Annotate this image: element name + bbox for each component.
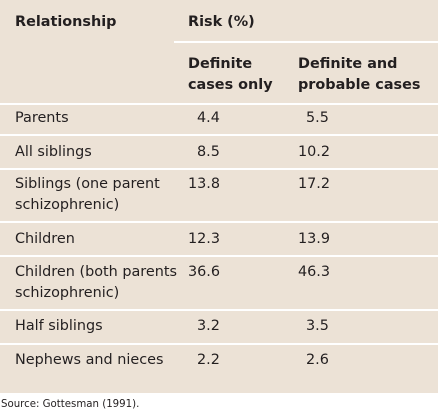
row-divider (0, 309, 438, 311)
header-divider-partial (174, 41, 438, 43)
header-definite: Definite cases only (188, 56, 273, 93)
row-probable-value: 13.9 (298, 231, 331, 247)
row-definite-value: 3.2 (197, 318, 220, 334)
row-divider (0, 221, 438, 223)
header-relationship: Relationship (15, 14, 117, 30)
row-probable-value: 5.5 (306, 110, 329, 126)
row-probable-value: 2.6 (306, 352, 329, 368)
row-definite-value: 4.4 (197, 110, 220, 126)
row-relationship: Half siblings (15, 318, 103, 334)
row-divider (0, 255, 438, 257)
header-probable: Definite and probable cases (298, 56, 421, 93)
risk-table: Relationship Risk (%) Definite cases onl… (0, 0, 438, 393)
row-relationship: Siblings (one parent schizophrenic) (15, 176, 160, 213)
row-definite-value: 13.8 (188, 176, 221, 192)
row-divider (0, 343, 438, 345)
row-divider (0, 134, 438, 136)
row-relationship: Children (both parents schizophrenic) (15, 264, 178, 301)
row-definite-value: 2.2 (197, 352, 220, 368)
row-probable-value: 10.2 (298, 144, 331, 160)
row-definite-value: 8.5 (197, 144, 220, 160)
row-probable-value: 46.3 (298, 264, 331, 280)
row-probable-value: 17.2 (298, 176, 331, 192)
row-definite-value: 36.6 (188, 264, 221, 280)
row-probable-value: 3.5 (306, 318, 329, 334)
header-divider (0, 103, 438, 105)
row-relationship: Parents (15, 110, 69, 126)
row-relationship: All siblings (15, 144, 92, 160)
row-divider (0, 168, 438, 170)
source-note: Source: Gottesman (1991). (1, 399, 140, 410)
header-risk: Risk (%) (188, 14, 255, 30)
row-relationship: Nephews and nieces (15, 352, 164, 368)
row-relationship: Children (15, 231, 75, 247)
row-definite-value: 12.3 (188, 231, 221, 247)
